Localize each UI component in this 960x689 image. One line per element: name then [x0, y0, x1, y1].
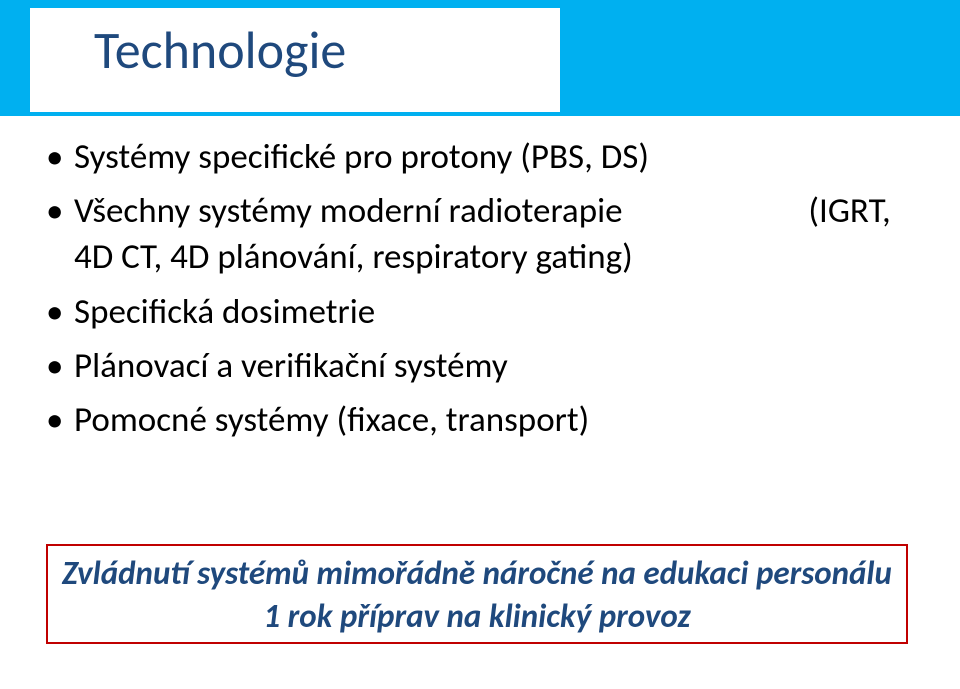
bullet-item: Specifická dosimetrie: [40, 289, 920, 335]
bullet-text: Pomocné systémy (fixace, transport): [74, 399, 589, 441]
body-content: Systémy specifické pro protony (PBS, DS)…: [40, 134, 920, 451]
callout-line-2: 1 rok příprav na klinický provoz: [48, 595, 906, 638]
callout-box: Zvládnutí systémů mimořádně náročné na e…: [46, 544, 908, 644]
bullet-text: Plánovací a verifikační systémy: [74, 345, 508, 387]
bullet-item: Všechny systémy moderní radioterapie (IG…: [40, 188, 920, 280]
slide: Technologie Systémy specifické pro proto…: [0, 0, 960, 689]
bullet-text: Všechny systémy moderní radioterapie: [74, 190, 623, 232]
bullet-text-tail: (IGRT,: [808, 188, 890, 234]
bullet-text: Specifická dosimetrie: [74, 291, 375, 333]
bullet-item: Plánovací a verifikační systémy: [40, 343, 920, 389]
bullet-item: Pomocné systémy (fixace, transport): [40, 397, 920, 443]
bullet-text-line2: 4D CT, 4D plánování, respiratory gating): [74, 236, 633, 278]
slide-title: Technologie: [94, 18, 346, 82]
callout-line-1: Zvládnutí systémů mimořádně náročné na e…: [48, 552, 906, 595]
bullet-text: Systémy specifické pro protony (PBS, DS): [74, 136, 649, 178]
bullet-item: Systémy specifické pro protony (PBS, DS): [40, 134, 920, 180]
